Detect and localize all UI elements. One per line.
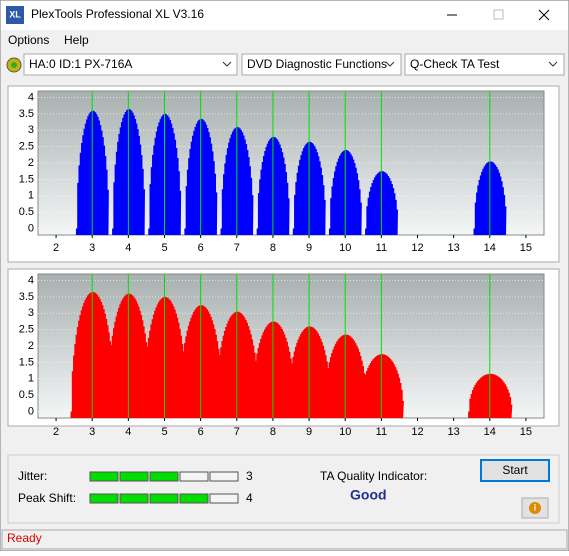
status-bar (1, 529, 568, 550)
peak-shift-label: Peak Shift: (18, 491, 76, 505)
x-tick-label: 11 (376, 242, 387, 254)
menu-item[interactable]: Options (8, 33, 49, 47)
window-title: PlexTools Professional XL V3.16 (31, 7, 204, 21)
y-tick-label: 2 (28, 340, 34, 352)
level-box (119, 493, 149, 504)
level-box (89, 493, 119, 504)
y-tick-label: 3.5 (19, 291, 34, 303)
jitter-value: 3 (246, 469, 253, 483)
x-tick-label: 5 (161, 242, 167, 254)
x-tick-label: 9 (306, 426, 312, 438)
y-tick-label: 0 (28, 222, 34, 234)
x-tick-label: 6 (198, 426, 204, 438)
y-tick-label: 4 (28, 91, 34, 103)
maximize[interactable] (493, 9, 504, 20)
x-tick-label: 2 (53, 426, 59, 438)
y-tick-label: 4 (28, 274, 34, 286)
y-tick-label: 1 (28, 190, 34, 202)
device-select[interactable]: HA:0 ID:1 PX-716A (23, 53, 238, 76)
y-tick-label: 0.5 (19, 206, 34, 218)
x-tick-label: 14 (484, 242, 496, 254)
title-bar (1, 1, 568, 30)
level-box (119, 471, 149, 482)
device-icon-hub (11, 62, 17, 68)
x-tick-label: 7 (234, 242, 240, 254)
x-tick-label: 6 (198, 242, 204, 254)
x-tick-label: 15 (520, 426, 532, 438)
x-tick-label: 10 (339, 242, 351, 254)
function-text: DVD Diagnostic Functions (247, 57, 387, 71)
x-tick-label: 4 (125, 242, 131, 254)
y-tick-label: 3 (28, 307, 34, 319)
x-tick-label: 8 (270, 426, 276, 438)
level-box (209, 471, 239, 482)
x-tick-label: 11 (376, 426, 387, 438)
metrics-panel (7, 454, 560, 524)
menu-item[interactable]: Help (64, 33, 89, 47)
level-box (149, 471, 179, 482)
info-icon: i (534, 502, 537, 512)
x-tick-label: 7 (234, 426, 240, 438)
y-tick-label: 2.5 (19, 141, 34, 153)
jitter-label: Jitter: (18, 469, 47, 483)
x-tick-label: 3 (89, 242, 95, 254)
app-icon-text: XL (9, 9, 21, 19)
y-tick-label: 2 (28, 157, 34, 169)
start-text: Start (502, 463, 528, 477)
x-tick-label: 8 (270, 242, 276, 254)
app-icon (6, 6, 24, 24)
y-tick-label: 1.5 (19, 356, 34, 368)
x-tick-label: 4 (125, 426, 131, 438)
test-text: Q-Check TA Test (410, 57, 500, 71)
y-tick-label: 1.5 (19, 173, 34, 185)
x-tick-label: 3 (89, 426, 95, 438)
y-tick-label: 0.5 (19, 389, 34, 401)
x-tick-label: 15 (520, 242, 532, 254)
test-select[interactable]: Q-Check TA Test (404, 53, 565, 76)
x-tick-label: 13 (448, 242, 460, 254)
x-tick-label: 12 (411, 426, 423, 438)
y-tick-label: 3 (28, 124, 34, 136)
x-tick-label: 12 (411, 242, 423, 254)
start-button[interactable]: Start (480, 459, 550, 482)
x-tick-label: 5 (161, 426, 167, 438)
level-box (179, 493, 209, 504)
level-box (149, 493, 179, 504)
level-box (89, 471, 119, 482)
x-tick-label: 9 (306, 242, 312, 254)
x-tick-label: 10 (339, 426, 351, 438)
quality-value: Good (350, 487, 387, 503)
function-select[interactable]: DVD Diagnostic Functions (241, 53, 402, 76)
y-tick-label: 0 (28, 405, 34, 417)
x-tick-label: 2 (53, 242, 59, 254)
device-text: HA:0 ID:1 PX-716A (29, 57, 132, 71)
quality-label: TA Quality Indicator: (320, 469, 427, 483)
y-tick-label: 1 (28, 373, 34, 385)
y-tick-label: 3.5 (19, 108, 34, 120)
level-box (179, 471, 209, 482)
y-tick-label: 2.5 (19, 324, 34, 336)
peak-shift-value: 4 (246, 491, 253, 505)
info-button[interactable]: i (521, 497, 549, 519)
x-tick-label: 13 (448, 426, 460, 438)
status-text: Ready (7, 531, 42, 545)
x-tick-label: 14 (484, 426, 496, 438)
level-box (209, 493, 239, 504)
close[interactable] (538, 9, 550, 21)
